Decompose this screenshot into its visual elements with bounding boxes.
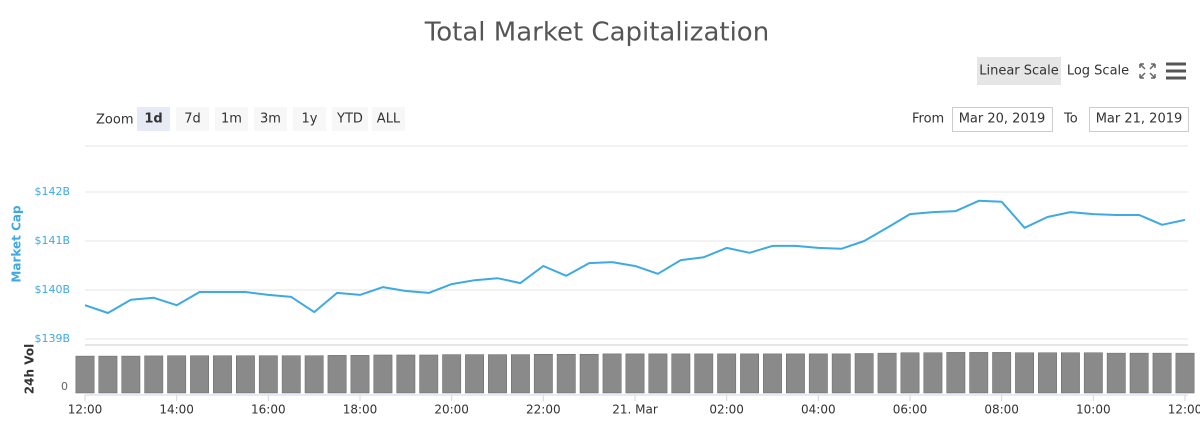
log-scale-button[interactable]: Log Scale <box>1067 64 1129 79</box>
from-input[interactable] <box>952 107 1053 132</box>
x-tick-label: 21. Mar <box>612 403 658 417</box>
zoom-button[interactable]: 3m <box>260 112 281 127</box>
zoom-button[interactable]: 1d <box>144 112 162 127</box>
volume-bar <box>717 353 737 394</box>
y2-tick-label: 0 <box>61 380 68 393</box>
x-tick-label: 14:00 <box>159 403 194 417</box>
zoom-button-bg[interactable] <box>254 107 287 131</box>
zoom-button[interactable]: YTD <box>336 112 363 127</box>
zoom-buttons: 1d 7d 1m 3m 1y YTD ALL <box>137 107 405 131</box>
x-tick-label: 06:00 <box>893 403 928 417</box>
volume-bar <box>350 355 370 394</box>
menu-icon[interactable] <box>1166 62 1186 80</box>
x-tick-label: 16:00 <box>251 403 286 417</box>
volume-bar <box>808 353 828 394</box>
volume-bar <box>854 353 874 394</box>
y-axis-title: Market Cap <box>10 205 24 283</box>
zoom-button-bg[interactable] <box>332 107 368 131</box>
y-tick-label: $139B <box>34 332 70 345</box>
volume-bar <box>900 352 920 394</box>
volume-bar <box>763 353 782 394</box>
volume-bar <box>144 355 164 394</box>
from-value[interactable]: Mar 20, 2019 <box>959 112 1046 127</box>
volume-bar <box>396 354 416 394</box>
volume-bar <box>488 354 507 394</box>
volume-bar <box>786 353 805 394</box>
chart-title: Total Market Capitalization <box>424 18 769 48</box>
x-tick-label: 22:00 <box>526 403 561 417</box>
x-tick-label: 12:00 <box>68 403 103 417</box>
x-tick-label: 20:00 <box>434 403 469 417</box>
volume-bar <box>1038 352 1057 394</box>
volume-bar <box>1152 352 1172 394</box>
volume-bar <box>877 352 897 394</box>
volume-bar <box>419 354 439 394</box>
volume-bar <box>327 355 347 394</box>
zoom-label: Zoom <box>96 113 133 128</box>
volume-bar <box>1106 352 1126 394</box>
volume-bar <box>831 353 851 394</box>
volume-bar <box>281 355 301 394</box>
x-tick-label: 08:00 <box>984 403 1019 417</box>
zoom-button-bg[interactable] <box>215 107 248 131</box>
y-tick-label: $142B <box>34 185 70 198</box>
zoom-button[interactable]: 7d <box>184 112 201 127</box>
from-label: From <box>912 112 944 127</box>
fullscreen-icon[interactable] <box>1139 63 1156 79</box>
volume-bar <box>1061 352 1080 394</box>
x-tick-label: 12:00 <box>1168 403 1200 417</box>
x-tick-label: 04:00 <box>801 403 836 417</box>
volume-bar <box>648 353 668 394</box>
volume-bar <box>190 355 210 394</box>
to-value[interactable]: Mar 21, 2019 <box>1096 112 1183 127</box>
volume-bar <box>442 354 462 394</box>
volume-bar <box>556 353 576 394</box>
volume-bar <box>533 353 553 394</box>
volume-bar <box>121 355 141 394</box>
volume-bar <box>671 353 691 394</box>
y-tick-label: $140B <box>34 283 70 296</box>
volume-bar <box>75 355 95 394</box>
volume-bar <box>465 354 484 394</box>
zoom-button[interactable]: 1m <box>221 112 242 127</box>
volume-bar <box>1083 352 1103 394</box>
zoom-button-bg[interactable] <box>176 107 209 131</box>
to-input[interactable] <box>1089 107 1189 132</box>
zoom-button[interactable]: 1y <box>302 112 318 127</box>
x-tick-label: 18:00 <box>343 403 378 417</box>
volume-bar <box>1129 352 1149 394</box>
x-tick-label: 10:00 <box>1076 403 1111 417</box>
y-tick-label: $141B <box>34 234 70 247</box>
volume-bar <box>236 355 255 394</box>
volume-bar <box>946 352 966 394</box>
volume-bar <box>373 354 393 394</box>
volume-bar <box>167 355 187 394</box>
volume-bar <box>258 355 278 394</box>
to-label: To <box>1063 112 1078 127</box>
volume-bar <box>625 353 645 394</box>
volume-bar <box>923 352 943 394</box>
volume-bar <box>694 353 714 394</box>
volume-bar <box>1015 352 1035 394</box>
volume-bar <box>98 355 118 394</box>
volume-bar <box>969 352 989 394</box>
linear-scale-bg[interactable] <box>977 57 1061 85</box>
zoom-button-bg[interactable] <box>137 107 170 131</box>
y2-axis-title: 24h Vol <box>23 344 37 394</box>
volume-bar <box>579 353 599 394</box>
zoom-button-bg[interactable] <box>372 107 405 131</box>
zoom-button[interactable]: ALL <box>377 112 401 127</box>
volume-bar <box>213 355 232 394</box>
volume-bar <box>511 354 530 394</box>
volume-bar <box>740 353 760 394</box>
volume-bar <box>304 355 324 394</box>
volume-bar <box>1175 352 1195 394</box>
market-cap-line <box>84 199 1186 314</box>
volume-bar <box>992 352 1012 394</box>
x-tick-label: 02:00 <box>709 403 744 417</box>
linear-scale-button[interactable]: Linear Scale <box>979 64 1059 79</box>
zoom-button-bg[interactable] <box>293 107 326 131</box>
volume-bar <box>602 353 622 394</box>
